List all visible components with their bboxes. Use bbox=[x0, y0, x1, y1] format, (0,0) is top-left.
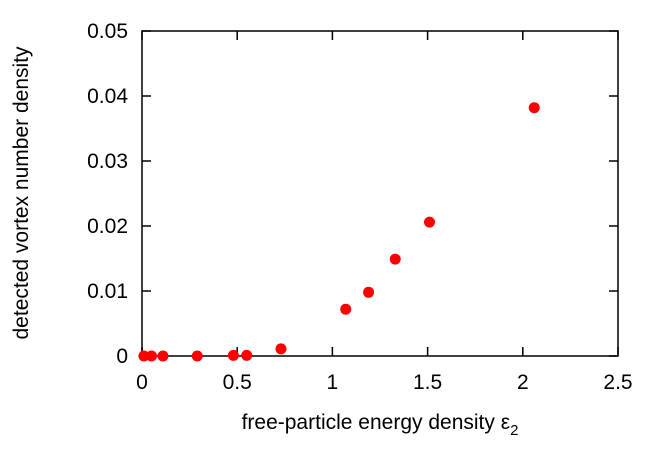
x-tick-label: 2.5 bbox=[603, 371, 632, 394]
data-point bbox=[363, 286, 375, 298]
x-tick-labels: 0 0.5 1 1.5 2 2.5 bbox=[136, 371, 632, 394]
data-point bbox=[275, 343, 287, 355]
y-tick-label: 0 bbox=[116, 345, 128, 368]
axis-ticks bbox=[141, 30, 619, 357]
x-tick-label: 0 bbox=[136, 371, 148, 394]
data-point bbox=[227, 349, 239, 361]
data-point bbox=[528, 102, 540, 114]
data-point bbox=[191, 350, 203, 362]
x-tick-label: 2 bbox=[517, 371, 529, 394]
y-tick-label: 0.02 bbox=[87, 215, 128, 238]
y-tick-label: 0.03 bbox=[87, 150, 128, 173]
data-point bbox=[146, 350, 158, 362]
y-tick-label: 0.05 bbox=[87, 20, 128, 43]
data-point bbox=[424, 216, 436, 228]
y-axis-title: detected vortex number density bbox=[10, 46, 33, 339]
x-axis-title: free-particle energy density ε2 bbox=[242, 411, 519, 439]
y-tick-label: 0.01 bbox=[87, 280, 128, 303]
x-axis-title-subscript: 2 bbox=[510, 422, 518, 439]
data-points bbox=[138, 102, 540, 362]
data-point bbox=[340, 303, 352, 315]
x-tick-label: 1 bbox=[327, 371, 339, 394]
plot-frame bbox=[141, 30, 619, 357]
x-tick-label: 1.5 bbox=[413, 371, 442, 394]
data-point bbox=[138, 350, 150, 362]
y-tick-label: 0.04 bbox=[87, 85, 128, 108]
y-tick-labels: 0 0.01 0.02 0.03 0.04 0.05 bbox=[87, 20, 128, 368]
x-tick-label: 0.5 bbox=[223, 371, 252, 394]
data-point bbox=[389, 253, 401, 265]
x-axis-title-main: free-particle energy density ε bbox=[242, 411, 511, 434]
data-point bbox=[157, 350, 169, 362]
data-point bbox=[241, 349, 253, 361]
